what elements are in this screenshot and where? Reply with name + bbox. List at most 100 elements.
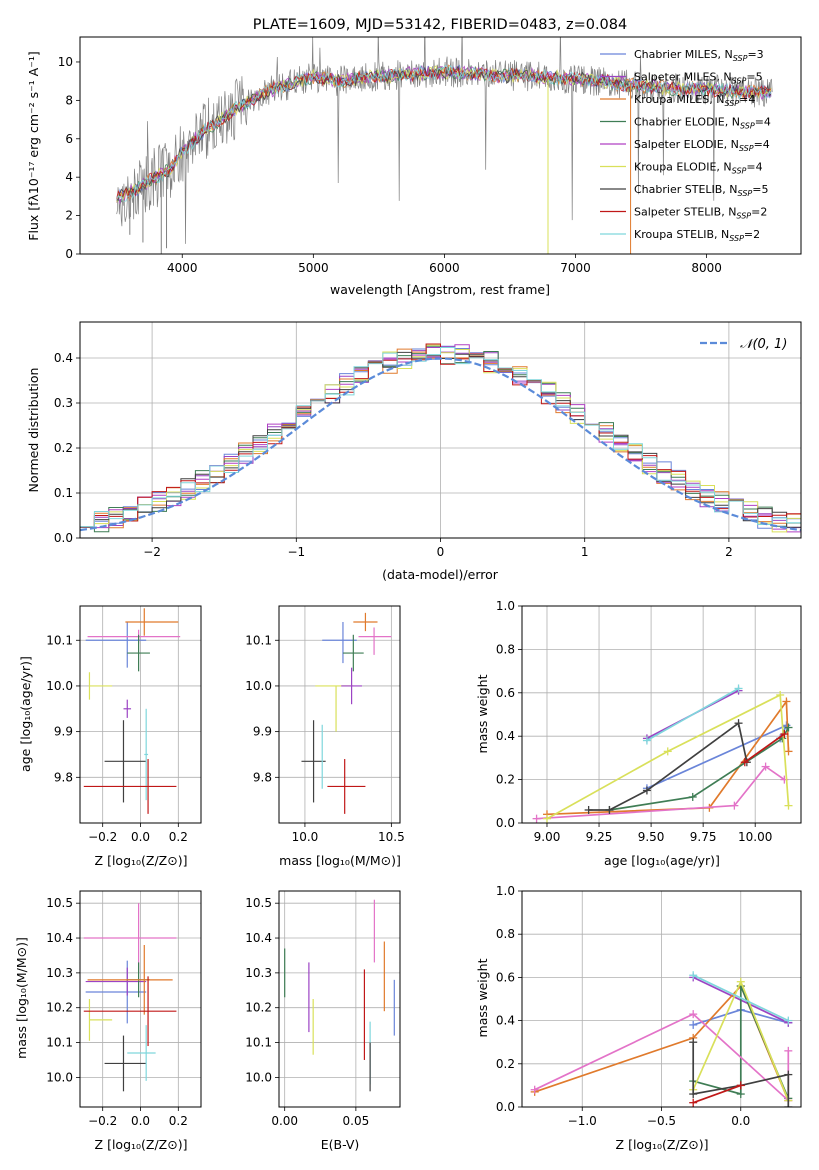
mass-weight-vs-age-marker: [784, 747, 793, 756]
mass-weight-vs-age-ytick-label: 0.4: [496, 729, 515, 743]
mass-weight-vs-z-marker: [736, 1090, 745, 1099]
mass-vs-z-errorbar-point: [127, 1025, 156, 1081]
mass-weight-vs-z-ylabel: mass weight: [475, 958, 490, 1037]
mass-weight-vs-age-ytick-label: 0.6: [496, 686, 515, 700]
legend-label: Salpeter STELIB, NSSP=2: [634, 206, 767, 221]
residuals-ytick-label: 0.4: [54, 351, 73, 365]
spectrum-legend: Chabrier MILES, NSSP=3 Salpeter MILES, NS…: [600, 48, 771, 243]
mass-weight-vs-z-marker: [736, 977, 745, 986]
mass-weight-vs-age-marker: [761, 762, 770, 771]
age-vs-mass-errorbar-point: [358, 627, 392, 655]
spectrum-model-line: [116, 66, 772, 199]
mass-weight-vs-z-marker: [689, 1090, 698, 1099]
age-vs-mass-xtick-label: 10.0: [292, 830, 319, 844]
mass-weight-vs-age-marker: [584, 805, 593, 814]
residuals-xtick-label: 0: [437, 545, 445, 559]
mass-weight-vs-z-xtick-label: −1.0: [568, 1114, 597, 1128]
mass-vs-z-frame: [79, 890, 202, 1108]
mass-weight-vs-age-marker: [642, 786, 651, 795]
age-vs-mass-errorbar-point: [315, 685, 354, 732]
mass-vs-z-xtick-label: 0.0: [131, 1114, 150, 1128]
mass-weight-vs-age-marker: [734, 684, 743, 693]
age-vs-z-xtick-label: 0.0: [131, 830, 150, 844]
mass-weight-vs-age-panel: age [log₁₀(age/yr)] mass weight 9.00 9.25…: [475, 599, 802, 868]
mass-weight-vs-z-ytick-label: 0.4: [496, 1014, 515, 1028]
spectrum-ytick-label: 2: [65, 209, 73, 223]
mass-weight-vs-z-frame: [521, 890, 802, 1108]
mass-vs-ebv-ytick-label: 10.3: [245, 966, 272, 980]
mass-weight-vs-z-marker: [736, 1081, 745, 1090]
residuals-xtick-label: −2: [143, 545, 161, 559]
mass-weight-vs-age-plot-area: [532, 684, 793, 823]
mass-vs-z-errorbar-point: [85, 960, 147, 1024]
age-vs-z-errorbar-point: [123, 699, 132, 718]
legend-label: Salpeter MILES, NSSP=5: [634, 71, 763, 86]
mass-vs-ebv-xtick-label: 0.05: [343, 1114, 370, 1128]
age-vs-z-errorbar-point: [85, 621, 147, 668]
mass-weight-vs-z-marker: [784, 1046, 793, 1055]
spectrum-ytick-label: 4: [65, 170, 73, 184]
legend-label: Chabrier ELODIE, NSSP=4: [634, 116, 771, 131]
mass-vs-z-errorbar-point: [83, 976, 177, 1047]
mass-weight-vs-age-marker: [776, 690, 785, 699]
mass-vs-z-ytick-label: 10.3: [46, 966, 73, 980]
age-vs-mass-xtick-label: 10.5: [378, 830, 405, 844]
mass-vs-z-errorbar-point: [87, 945, 173, 1015]
legend-label: Kroupa ELODIE, NSSP=4: [634, 161, 763, 176]
residuals-legend: 𝒩(0, 1): [700, 337, 787, 352]
mass-weight-vs-z-ytick-label: 0.0: [496, 1100, 515, 1114]
age-vs-mass-ytick-label: 9.9: [253, 725, 272, 739]
legend-label: Kroupa STELIB, NSSP=2: [634, 228, 760, 243]
age-vs-mass-ytick-label: 10.1: [245, 633, 272, 647]
mass-vs-z-xtick-label: −0.2: [88, 1114, 117, 1128]
mass-vs-z-errorbar-point: [104, 1035, 147, 1092]
residuals-frame: [79, 321, 802, 539]
mass-weight-vs-age-frame: [521, 605, 802, 824]
age-vs-mass-ytick-label: 10.0: [245, 679, 272, 693]
mass-vs-z-xlabel: Z [log₁₀(Z/Z⊙)]: [95, 1137, 188, 1152]
residuals-ytick-label: 0.1: [54, 486, 73, 500]
mass-weight-vs-age-marker: [532, 814, 541, 823]
age-vs-mass-errorbar-point: [342, 634, 364, 672]
age-vs-z-xlabel: Z [log₁₀(Z/Z⊙)]: [95, 853, 188, 868]
residuals-xlabel: (data-model)/error: [382, 567, 499, 582]
age-vs-z-xtick-label: 0.2: [169, 830, 188, 844]
age-vs-z-errorbar-point: [88, 672, 113, 700]
mass-vs-z-ytick-label: 10.2: [46, 1001, 73, 1015]
age-vs-z-xtick-label: −0.2: [88, 830, 117, 844]
mass-vs-ebv-ytick-label: 10.1: [245, 1036, 272, 1050]
mass-vs-ebv-ytick-label: 10.5: [245, 896, 272, 910]
residuals-panel: (data-model)/error Normed distribution −…: [26, 321, 802, 582]
residual-histogram: [80, 343, 801, 538]
mass-weight-vs-age-marker: [780, 730, 789, 739]
mass-vs-z-plot-area: [83, 903, 177, 1092]
mass-weight-vs-age-xlabel: age [log₁₀(age/yr)]: [604, 853, 720, 868]
mass-weight-vs-age-ytick-label: 0.8: [496, 642, 515, 656]
spectrum-panel: PLATE=1609, MJD=53142, FIBERID=0483, z=0…: [26, 17, 802, 297]
age-vs-z-errorbar-point: [127, 634, 150, 672]
mass-weight-vs-age-series-line: [646, 723, 789, 790]
mass-weight-vs-z-xtick-label: 0.0: [731, 1114, 750, 1128]
mass-weight-vs-age-marker: [688, 792, 697, 801]
mass-vs-z-ytick-label: 10.0: [46, 1070, 73, 1084]
spectrum-plot-area: [116, 37, 773, 254]
mass-weight-vs-z-marker: [689, 1098, 698, 1107]
mass-weight-vs-age-series-line: [744, 733, 785, 763]
mass-weight-vs-z-marker: [784, 1103, 793, 1107]
residual-histogram: [80, 347, 801, 538]
residuals-ytick-label: 0.0: [54, 531, 73, 545]
mass-weight-vs-age-ytick-label: 0.0: [496, 816, 515, 830]
mass-weight-vs-age-marker: [734, 719, 743, 728]
mass-weight-vs-age-series-line: [546, 699, 790, 816]
spectrum-xtick-label: 7000: [560, 261, 591, 275]
age-vs-mass-plot-area: [301, 612, 392, 814]
mass-vs-ebv-ytick-label: 10.4: [245, 931, 272, 945]
mass-weight-vs-age-marker: [730, 801, 739, 810]
mass-weight-vs-age-xtick-label: 9.00: [534, 830, 561, 844]
age-vs-mass-ytick-label: 9.8: [253, 770, 272, 784]
mass-weight-vs-z-marker: [689, 1010, 698, 1019]
mass-weight-vs-z-marker: [689, 1038, 698, 1047]
mass-weight-vs-age-marker: [784, 801, 793, 810]
age-vs-z-errorbar-point: [87, 629, 181, 644]
